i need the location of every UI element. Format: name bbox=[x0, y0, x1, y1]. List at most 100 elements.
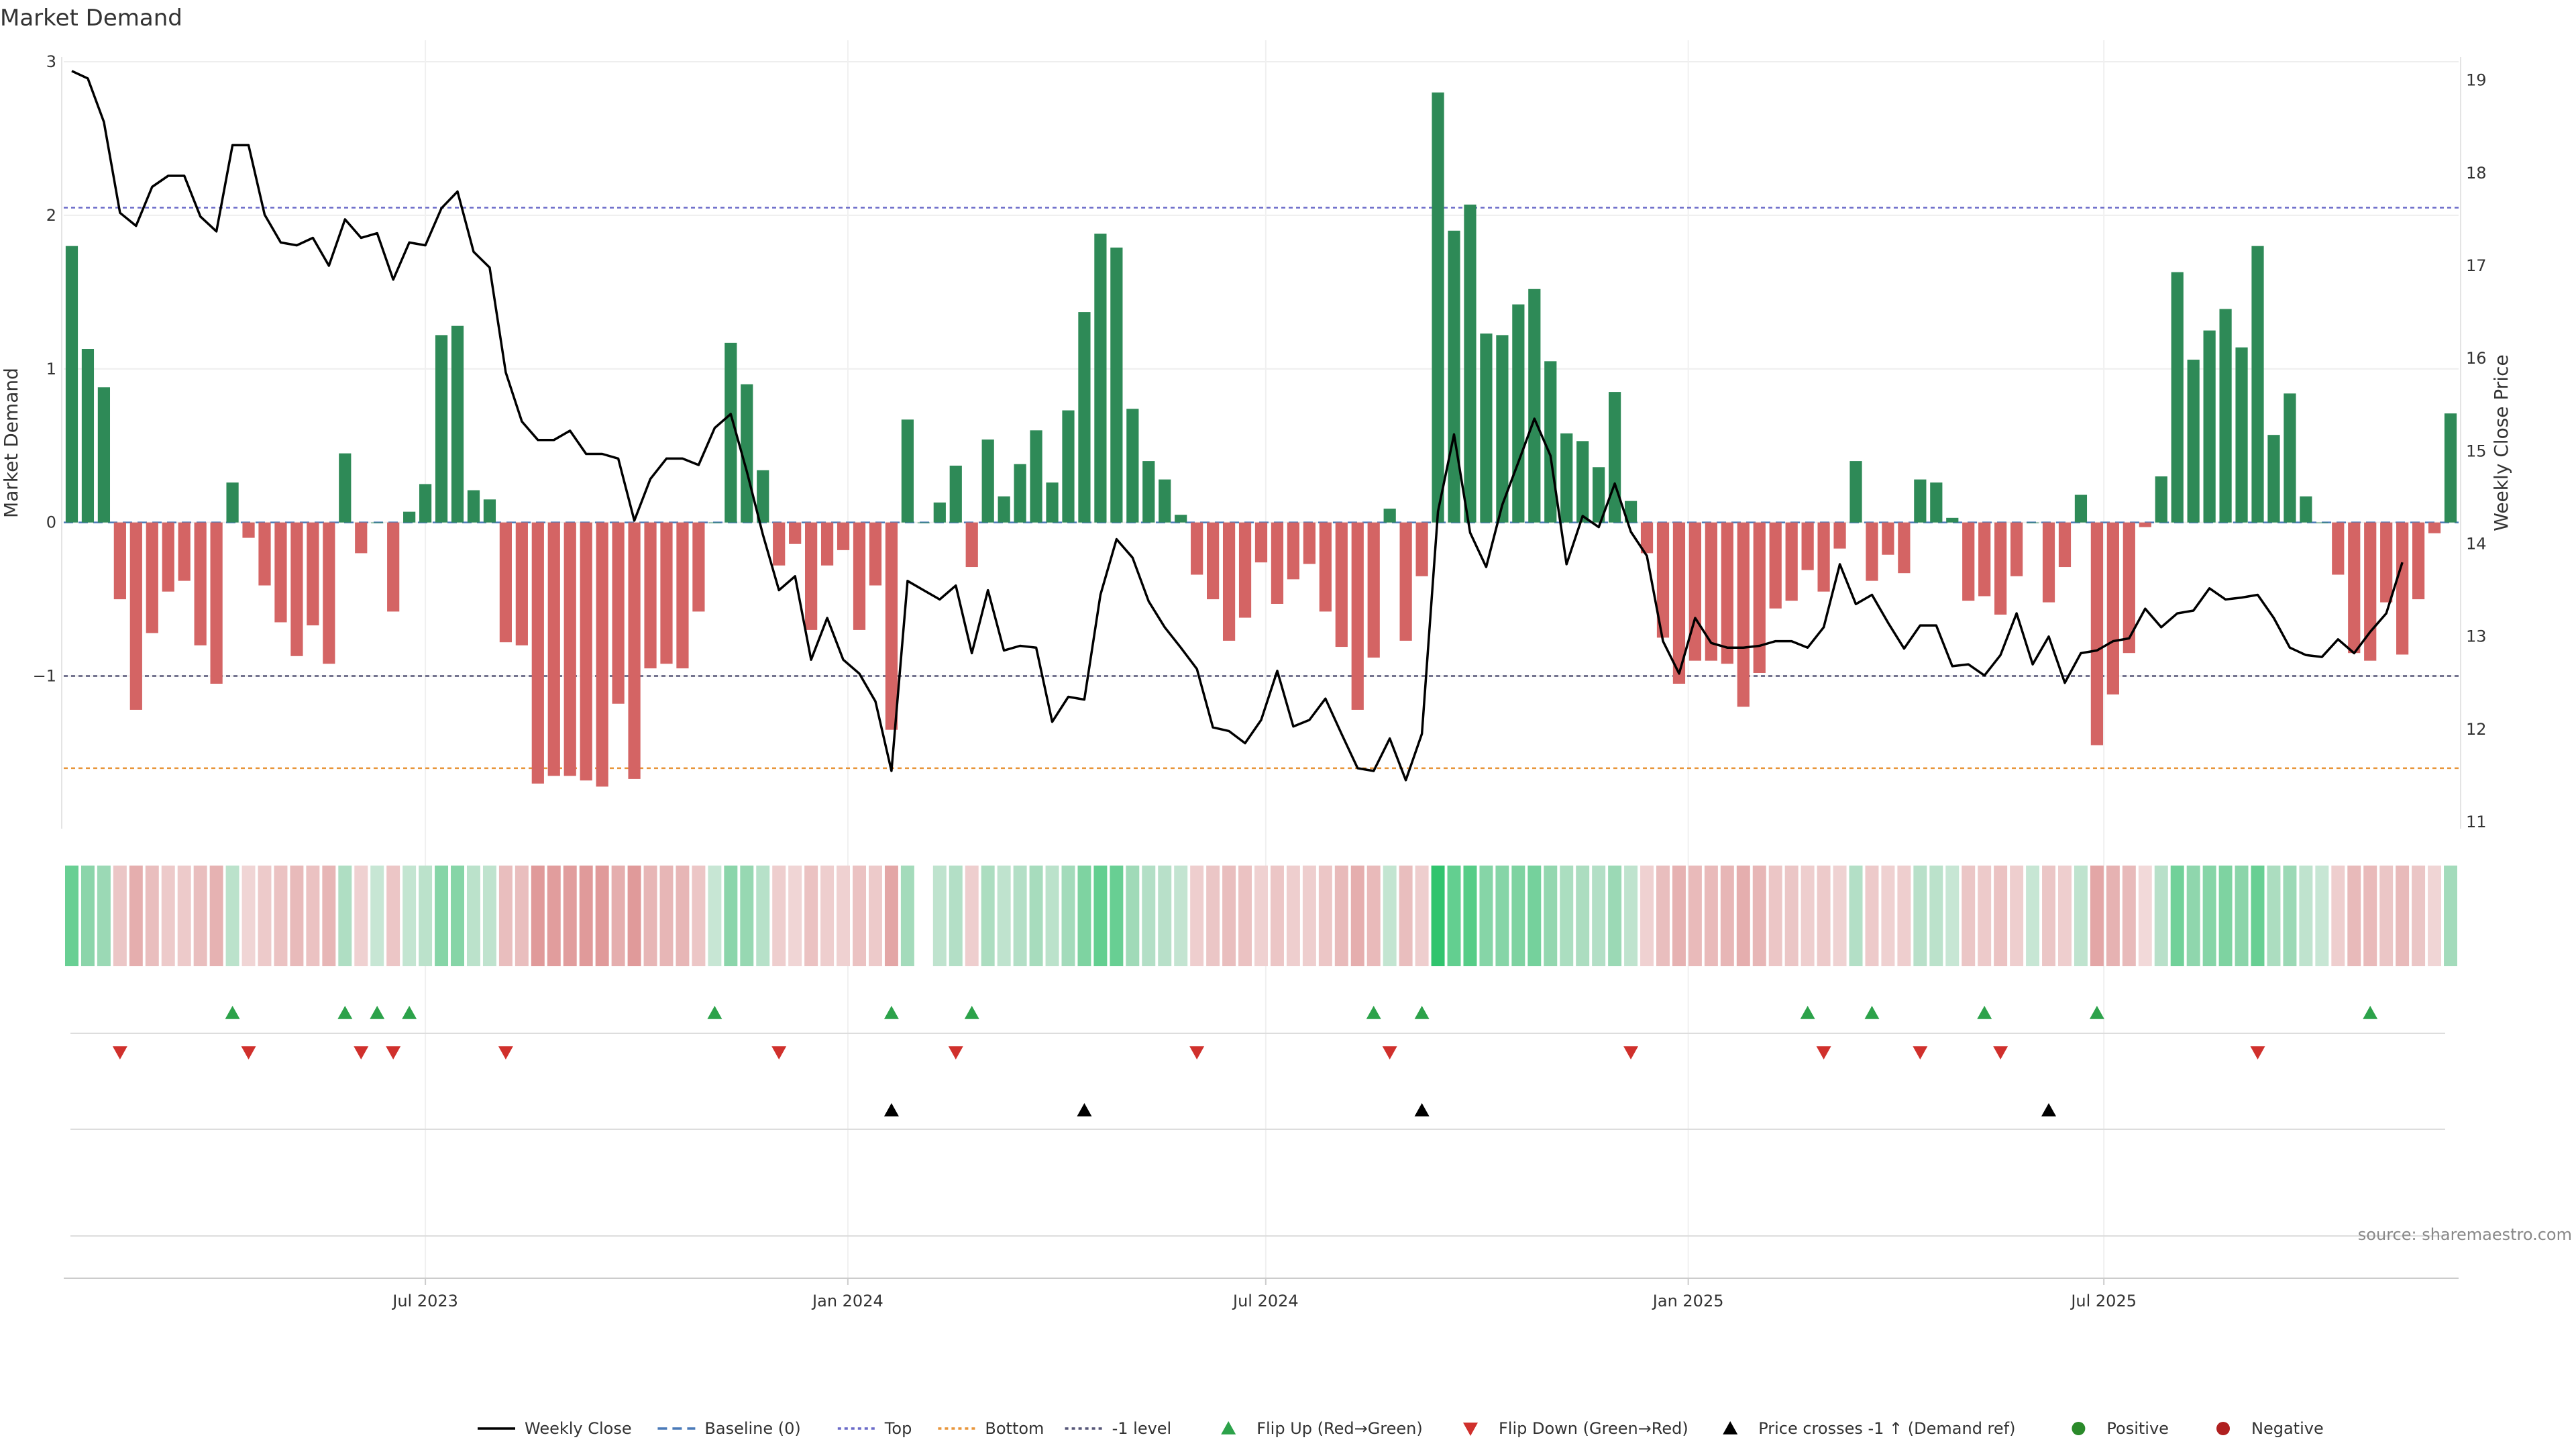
legend-label: Top bbox=[884, 1419, 912, 1438]
flip-down-marker bbox=[386, 1046, 401, 1059]
weekly-close-line bbox=[71, 70, 2404, 782]
strip-cell bbox=[853, 866, 866, 966]
demand-bar bbox=[1512, 304, 1525, 523]
demand-bar bbox=[1946, 517, 1959, 523]
strip-cell bbox=[547, 866, 561, 966]
y-tick-left: 0 bbox=[46, 513, 56, 532]
flip-up-marker bbox=[370, 1006, 385, 1019]
demand-bar bbox=[1560, 433, 1573, 523]
flip-up-marker bbox=[1366, 1006, 1381, 1019]
x-tick-label: Jan 2024 bbox=[811, 1292, 883, 1310]
y-tick-right: 15 bbox=[2466, 442, 2487, 460]
demand-bar bbox=[2364, 522, 2377, 661]
strip-cell bbox=[724, 866, 738, 966]
strip-cell bbox=[772, 866, 786, 966]
flip-down-marker bbox=[1623, 1046, 1639, 1059]
y-tick-right: 18 bbox=[2466, 164, 2487, 183]
demand-bar bbox=[1640, 522, 1654, 554]
strip-cell bbox=[2138, 866, 2152, 966]
flip-down-marker bbox=[1382, 1046, 1397, 1059]
flip-up-marker bbox=[1414, 1006, 1430, 1019]
demand-bar bbox=[1335, 522, 1348, 647]
demand-bar bbox=[1271, 522, 1284, 604]
demand-bar bbox=[1126, 409, 1139, 523]
demand-bar bbox=[837, 522, 850, 550]
strip-cell bbox=[1560, 866, 1574, 966]
demand-bar bbox=[933, 502, 946, 523]
strip-cell bbox=[113, 866, 127, 966]
demand-bar bbox=[2139, 522, 2151, 527]
strip-cell bbox=[1447, 866, 1461, 966]
strip-cell bbox=[2058, 866, 2072, 966]
demand-bar bbox=[1399, 522, 1412, 641]
legend-label: Weekly Close bbox=[525, 1419, 632, 1438]
demand-bar bbox=[2284, 393, 2296, 523]
strip-cell bbox=[1286, 866, 1300, 966]
demand-bar bbox=[2444, 413, 2457, 523]
strip-cell bbox=[65, 866, 78, 966]
flip-up-marker bbox=[707, 1006, 722, 1019]
demand-bar bbox=[2010, 522, 2023, 576]
demand-bar bbox=[2412, 522, 2425, 600]
demand-bar bbox=[1062, 410, 1075, 523]
strip-cell bbox=[1994, 866, 2008, 966]
strip-cell bbox=[274, 866, 288, 966]
strip-cell bbox=[997, 866, 1011, 966]
demand-bar bbox=[1110, 247, 1123, 523]
demand-bar bbox=[1624, 501, 1638, 523]
strip-cell bbox=[2379, 866, 2394, 966]
flip-down-marker bbox=[1913, 1046, 1928, 1059]
demand-bar bbox=[403, 511, 416, 523]
source-note: source: sharemaestro.com bbox=[2358, 1225, 2572, 1244]
strip-cell bbox=[2106, 866, 2120, 966]
strip-cell bbox=[241, 866, 256, 966]
flip-up-marker bbox=[964, 1006, 979, 1019]
strip-cell bbox=[2331, 866, 2345, 966]
strip-cell bbox=[1350, 866, 1364, 966]
demand-bar bbox=[547, 522, 560, 776]
demand-bar bbox=[805, 522, 818, 630]
flip-down-marker bbox=[354, 1046, 369, 1059]
demand-bar bbox=[1254, 522, 1268, 563]
strip-cell bbox=[884, 866, 898, 966]
strip-cell bbox=[2074, 866, 2088, 966]
strip-cell bbox=[435, 866, 449, 966]
strip-cell bbox=[643, 866, 657, 966]
strip-cell bbox=[1318, 866, 1332, 966]
demand-bar bbox=[2187, 360, 2200, 523]
strip-cell bbox=[1254, 866, 1268, 966]
strip-cell bbox=[370, 866, 384, 966]
demand-bar bbox=[274, 522, 287, 623]
demand-bar bbox=[1207, 522, 1220, 600]
strip-cell bbox=[1222, 866, 1236, 966]
demand-bar bbox=[467, 490, 480, 523]
strip-cell bbox=[225, 866, 239, 966]
demand-bar bbox=[789, 522, 802, 544]
strip-cell bbox=[1206, 866, 1220, 966]
y-tick-left: 1 bbox=[46, 360, 56, 378]
demand-bar bbox=[1496, 335, 1509, 523]
demand-bar bbox=[564, 522, 576, 776]
demand-bar bbox=[2058, 522, 2072, 568]
strip-cell bbox=[820, 866, 835, 966]
y-tick-right: 11 bbox=[2466, 813, 2487, 831]
demand-bar bbox=[2267, 435, 2280, 523]
flip-down-marker bbox=[1816, 1046, 1831, 1059]
demand-bar bbox=[451, 325, 464, 523]
strip-cell bbox=[965, 866, 979, 966]
strip-cell bbox=[1190, 866, 1204, 966]
strip-cell bbox=[2042, 866, 2056, 966]
y-tick-left: 2 bbox=[46, 206, 56, 225]
strip-cell bbox=[97, 866, 111, 966]
demand-bar bbox=[1930, 482, 1943, 523]
flip-up-marker bbox=[337, 1006, 353, 1019]
signal-markers bbox=[70, 1006, 2445, 1237]
demand-bar bbox=[1978, 522, 1991, 597]
x-tick-label: Jul 2023 bbox=[391, 1292, 458, 1310]
demand-bar bbox=[162, 522, 174, 592]
demand-bar bbox=[757, 470, 769, 523]
strip-cell bbox=[1752, 866, 1766, 966]
demand-bar bbox=[1609, 392, 1621, 523]
flip-up-marker bbox=[883, 1006, 899, 1019]
cross-up-marker bbox=[2041, 1103, 2057, 1117]
